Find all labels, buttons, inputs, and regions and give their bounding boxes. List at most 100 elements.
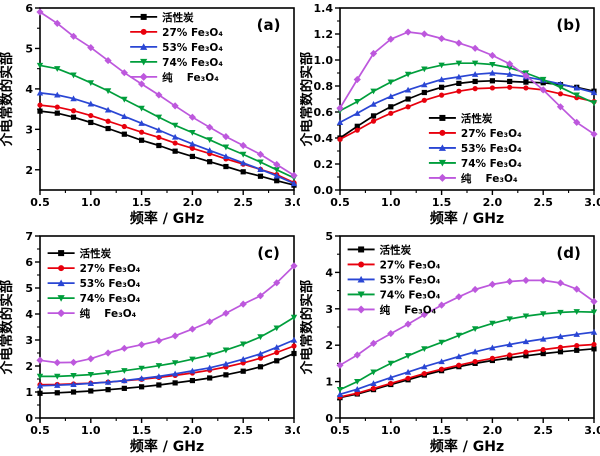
svg-text:0.5: 0.5 — [330, 196, 350, 209]
svg-text:2: 2 — [325, 339, 333, 352]
svg-text:3: 3 — [325, 303, 333, 316]
svg-text:0: 0 — [325, 412, 333, 425]
svg-text:纯 Fe₃O₄: 纯 Fe₃O₄ — [461, 172, 518, 185]
svg-text:1.0: 1.0 — [81, 196, 101, 209]
svg-text:3.0: 3.0 — [284, 424, 300, 437]
svg-text:27% Fe₃O₄: 27% Fe₃O₄ — [162, 27, 223, 39]
svg-text:6: 6 — [25, 256, 33, 269]
legend: 活性炭 27% Fe₃O₄ 53% Fe₃O₄ 74% Fe₃O₄ 纯 Fe₃O₄ — [347, 243, 441, 316]
series-triangle-up — [36, 89, 298, 187]
series-triangle-down — [36, 314, 298, 380]
panel-letter: (b) — [556, 16, 580, 34]
svg-text:1.2: 1.2 — [314, 28, 334, 41]
legend: 活性炭 27% Fe₃O₄ 53% Fe₃O₄ 74% Fe₃O₄ 纯 Fe₃O₄ — [428, 112, 522, 185]
svg-text:53% Fe₃O₄: 53% Fe₃O₄ — [461, 143, 522, 155]
legend: 活性炭 27% Fe₃O₄ 53% Fe₃O₄ 74% Fe₃O₄ 纯 Fe₃O₄ — [130, 11, 223, 84]
axes: 0.5 1.0 1.5 2.0 2.5 3.0 2 3 4 5 6 — [25, 2, 304, 209]
svg-text:1.5: 1.5 — [432, 196, 452, 209]
plot-frame — [339, 235, 595, 419]
svg-text:2.5: 2.5 — [233, 424, 253, 437]
x-axis-label: 频率 / GHz — [130, 438, 204, 455]
svg-text:0.5: 0.5 — [30, 424, 50, 437]
legend: 活性炭 27% Fe₃O₄ 53% Fe₃O₄ 74% Fe₃O₄ 纯 Fe₃O₄ — [47, 247, 141, 320]
y-axis-label: 介电常数的实部 — [300, 51, 315, 147]
svg-text:1.0: 1.0 — [381, 424, 401, 437]
svg-text:7: 7 — [25, 230, 33, 243]
svg-text:活性炭: 活性炭 — [380, 243, 412, 256]
plot-frame — [39, 235, 295, 419]
svg-text:74% Fe₃O₄: 74% Fe₃O₄ — [162, 57, 223, 69]
series-square — [37, 350, 297, 396]
series-triangle-up — [336, 69, 598, 125]
svg-text:53% Fe₃O₄: 53% Fe₃O₄ — [162, 42, 223, 54]
svg-text:1.5: 1.5 — [132, 424, 152, 437]
y-axis-label: 介电常数的实部 — [0, 279, 15, 375]
axes: 0.5 1.0 1.5 2.0 2.5 3.0 0 1 2 3 4 5 — [325, 230, 600, 437]
svg-text:1.0: 1.0 — [314, 54, 334, 67]
y-axis-label: 介电常数的实部 — [300, 279, 315, 375]
svg-text:0.5: 0.5 — [30, 196, 50, 209]
x-axis-label: 频率 / GHz — [130, 210, 204, 227]
series-circle — [37, 343, 297, 388]
svg-text:1.4: 1.4 — [314, 2, 334, 15]
svg-text:2.0: 2.0 — [183, 424, 203, 437]
svg-text:74% Fe₃O₄: 74% Fe₃O₄ — [80, 293, 141, 305]
svg-text:2.5: 2.5 — [533, 424, 553, 437]
y-axis-label: 介电常数的实部 — [0, 51, 15, 147]
svg-text:5: 5 — [325, 230, 333, 243]
series-diamond — [36, 8, 298, 180]
series-circle — [37, 102, 297, 186]
svg-text:纯 Fe₃O₄: 纯 Fe₃O₄ — [380, 303, 437, 316]
x-axis-label: 频率 / GHz — [430, 438, 504, 455]
svg-text:4: 4 — [25, 308, 33, 321]
svg-text:3.0: 3.0 — [284, 196, 300, 209]
svg-text:27% Fe₃O₄: 27% Fe₃O₄ — [380, 259, 441, 271]
series-triangle-down — [336, 60, 598, 114]
svg-text:0.0: 0.0 — [314, 184, 334, 197]
svg-text:3: 3 — [25, 334, 33, 347]
svg-text:1: 1 — [325, 376, 333, 389]
panel-d: 0.5 1.0 1.5 2.0 2.5 3.0 0 1 2 3 4 5 频率 / GHz 介电常数的实部 活… — [298, 228, 600, 456]
panel-a: 0.5 1.0 1.5 2.0 2.5 3.0 2 3 4 5 6 频率 / GHz 介电常数的实部 活性… — [0, 0, 304, 228]
chart-b: 0.5 1.0 1.5 2.0 2.5 3.0 0.0 0.2 0.4 0.6 0.8 1.0 1.2 1… — [298, 2, 600, 227]
x-axis-label: 频率 / GHz — [430, 210, 504, 227]
svg-text:3: 3 — [25, 123, 33, 136]
svg-text:活性炭: 活性炭 — [162, 11, 194, 24]
svg-text:2: 2 — [25, 360, 33, 373]
svg-text:1.5: 1.5 — [132, 196, 152, 209]
svg-text:1: 1 — [25, 386, 33, 399]
svg-text:2.0: 2.0 — [483, 196, 503, 209]
chart-d: 0.5 1.0 1.5 2.0 2.5 3.0 0 1 2 3 4 5 频率 / GHz 介电常数的实部 活… — [298, 230, 600, 455]
svg-text:53% Fe₃O₄: 53% Fe₃O₄ — [380, 274, 441, 286]
svg-text:6: 6 — [25, 2, 33, 15]
panel-letter: (d) — [556, 244, 580, 262]
svg-text:3.0: 3.0 — [584, 196, 600, 209]
series-circle — [337, 341, 597, 400]
svg-text:0.6: 0.6 — [314, 106, 334, 119]
svg-text:2.0: 2.0 — [183, 196, 203, 209]
svg-text:2.5: 2.5 — [533, 196, 553, 209]
svg-text:1.5: 1.5 — [432, 424, 452, 437]
svg-text:5: 5 — [25, 42, 33, 55]
series-diamond — [336, 28, 598, 138]
panel-b: 0.5 1.0 1.5 2.0 2.5 3.0 0.0 0.2 0.4 0.6 0.8 1.0 1.2 1… — [298, 0, 600, 228]
svg-text:74% Fe₃O₄: 74% Fe₃O₄ — [380, 289, 441, 301]
chart-a: 0.5 1.0 1.5 2.0 2.5 3.0 2 3 4 5 6 频率 / GHz 介电常数的实部 活性… — [0, 2, 304, 227]
panel-c: 0.5 1.0 1.5 2.0 2.5 3.0 0 1 2 3 4 5 6 7 频率 / GHz 介电常数的实… — [0, 228, 304, 456]
svg-text:53% Fe₃O₄: 53% Fe₃O₄ — [80, 278, 141, 290]
chart-c: 0.5 1.0 1.5 2.0 2.5 3.0 0 1 2 3 4 5 6 7 频率 / GHz 介电常数的实… — [0, 230, 304, 455]
svg-text:3.0: 3.0 — [584, 424, 600, 437]
svg-text:4: 4 — [325, 266, 333, 279]
panel-letter: (a) — [257, 16, 281, 34]
svg-text:活性炭: 活性炭 — [80, 247, 112, 260]
svg-text:纯 Fe₃O₄: 纯 Fe₃O₄ — [162, 71, 219, 84]
svg-text:5: 5 — [25, 282, 33, 295]
axes: 0.5 1.0 1.5 2.0 2.5 3.0 0.0 0.2 0.4 0.6 0.8 1.0 1.2 1… — [314, 2, 600, 209]
svg-text:27% Fe₃O₄: 27% Fe₃O₄ — [80, 263, 141, 275]
series-triangle-down — [36, 62, 298, 182]
svg-text:0: 0 — [25, 412, 33, 425]
panel-letter: (c) — [257, 244, 280, 262]
svg-text:27% Fe₃O₄: 27% Fe₃O₄ — [461, 128, 522, 140]
